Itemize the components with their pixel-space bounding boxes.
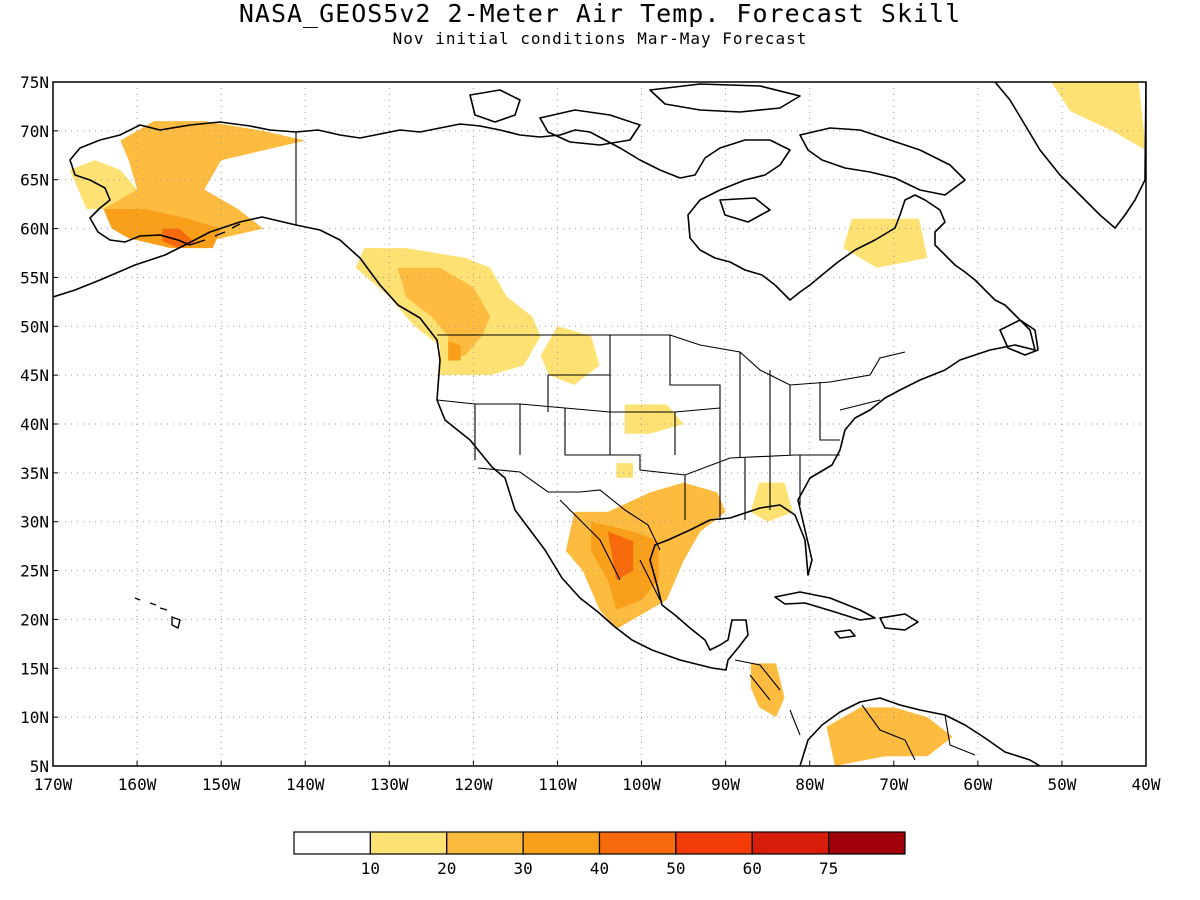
lon-label: 40W [1132,775,1161,794]
lon-label: 80W [795,775,824,794]
jamaica-coastline [834,629,856,639]
hawaii-islands [134,597,181,630]
lon-label: 70W [879,775,908,794]
lat-label: 5N [30,757,49,776]
lat-label: 45N [20,366,49,385]
coastlines [53,82,1146,766]
lon-label: 160W [118,775,157,794]
legend-label: 50 [666,859,685,878]
skill-region-montana-dakota [540,326,600,385]
lat-label: 25N [20,562,49,581]
longitude-labels: 170W 160W 150W 140W 130W 120W 110W 100W 90W 80W 70… [34,761,1161,794]
lon-label: 150W [202,775,241,794]
colombia-venezuela-border [861,704,976,761]
lat-label: 10N [20,708,49,727]
victoria-island-coastline [539,109,641,146]
latitude-labels: 75N 70N 65N 60N 55N 50N 45N 40N 35N 30N 25N 20N 15N 1… [20,73,58,776]
skill-region-alaska-west [69,160,138,209]
legend-label: 30 [513,859,532,878]
us-mexico-border [477,467,661,551]
lat-label: 30N [20,513,49,532]
skill-region-colombia [826,707,953,766]
lat-label: 70N [20,122,49,141]
legend-swatch [293,831,371,855]
lat-label: 20N [20,610,49,629]
political-borders [295,132,976,761]
skill-region-labrador [843,218,928,268]
skill-region-puget [448,340,461,361]
banks-island-coastline [469,89,521,123]
southampton-island-coastline [719,197,771,223]
greenland-coastline [994,82,1146,229]
lat-label: 15N [20,659,49,678]
hispaniola-coastline [879,613,919,631]
lon-label: 90W [711,775,740,794]
skill-region-oklahoma-patch [616,463,634,478]
lat-label: 40N [20,415,49,434]
lat-label: 55N [20,268,49,287]
baffin-island-coastline [799,127,966,196]
legend-label: 20 [437,859,456,878]
lat-label: 65N [20,171,49,190]
legend-swatch [446,831,524,855]
lon-label: 140W [286,775,325,794]
mexico-state-lines [559,499,661,601]
lon-label: 100W [622,775,661,794]
legend-swatch [369,831,448,855]
lon-label: 130W [370,775,409,794]
skill-region-central-america [750,663,785,718]
chart-subtitle: Nov initial conditions Mar-May Forecast [392,29,808,48]
lon-label: 50W [1047,775,1076,794]
newfoundland-coastline [999,319,1039,356]
skill-region-southeast [750,482,793,522]
legend-swatch [828,831,906,855]
north-america-coastline [53,121,1036,671]
lon-label: 120W [454,775,493,794]
lat-label: 35N [20,464,49,483]
us-canada-border [437,334,906,386]
legend-swatch [598,831,677,855]
lat-label: 50N [20,317,49,336]
us-state-lines [436,335,881,520]
legend-label: 60 [743,859,762,878]
legend-label: 40 [590,859,609,878]
aleutian-islands [189,223,241,246]
lon-label: 110W [538,775,577,794]
legend-swatch [522,831,601,855]
central-america-borders [734,659,801,736]
lon-label: 60W [963,775,992,794]
skill-region-greenland-east [1051,82,1146,151]
legend-label: 10 [361,859,380,878]
ellesmere-island-coastline [649,83,801,113]
cuba-coastline [774,591,876,621]
legend-swatch [675,831,753,855]
skill-region-bc-inner [397,267,491,356]
chart-title: NASA_GEOS5v2 2-Meter Air Temp. Forecast … [238,0,962,28]
legend-label: 75 [819,859,838,878]
lon-label: 170W [34,775,73,794]
legend-swatch [751,831,830,855]
color-legend: 10 20 30 40 50 60 75 [293,831,906,878]
lat-label: 60N [20,220,49,239]
lat-label: 75N [20,73,49,92]
south-america-coastline [799,697,1041,766]
